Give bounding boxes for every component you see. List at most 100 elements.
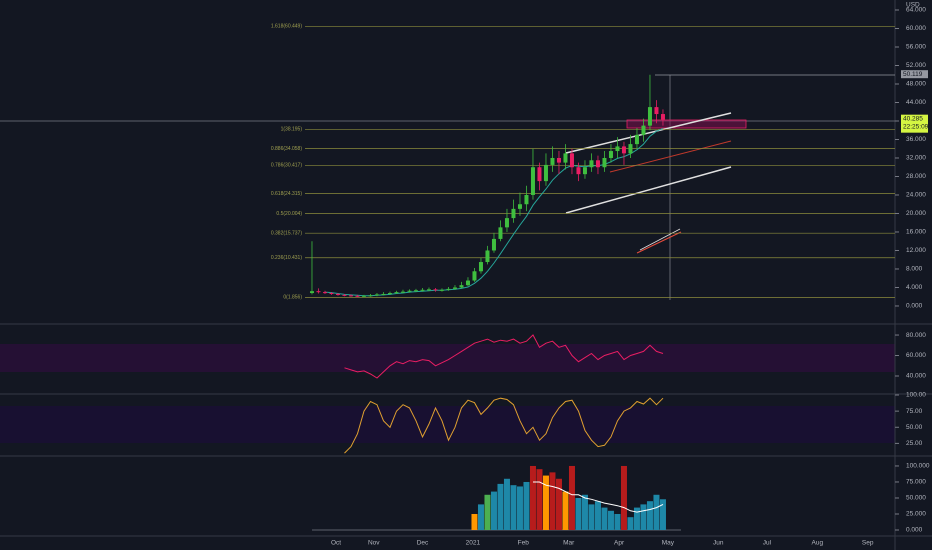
y-tick-label: 36.000 (906, 136, 926, 143)
histogram-bar (620, 465, 627, 531)
x-tick-label: May (662, 540, 675, 547)
y-tick-label: 100.000 (906, 463, 930, 470)
x-tick-label: Mar (563, 540, 575, 547)
candle-body (361, 295, 366, 297)
candle-body (537, 167, 542, 182)
candle-body (660, 114, 665, 120)
rsi-band (0, 344, 895, 372)
fib-label: 0.236(10.431) (271, 255, 302, 261)
candle-body (433, 289, 438, 291)
candle-body (426, 289, 431, 291)
candle-body (420, 289, 425, 291)
candle-body (348, 295, 353, 297)
histogram-bar (523, 481, 530, 531)
y-tick-label: 75.000 (906, 479, 926, 486)
indicator-line (344, 397, 664, 454)
x-tick-label: Aug (812, 540, 824, 547)
candle-body (641, 125, 646, 135)
currency-label: USD (906, 2, 920, 9)
histogram-bar (594, 501, 601, 531)
y-tick-label: 80.000 (906, 332, 926, 339)
y-tick-label: 40.000 (906, 373, 926, 380)
candle-body (569, 153, 574, 168)
histogram-bar (510, 485, 517, 531)
fib-label: 0.786(30.417) (271, 163, 302, 169)
candle-body (368, 295, 373, 297)
candle-body (322, 292, 327, 294)
histogram-bar (627, 517, 634, 531)
last-price-label: 40.285 (903, 115, 923, 122)
y-tick-label: 48.000 (906, 81, 926, 88)
candle-body (556, 157, 561, 163)
fib-label: 0(1.856) (283, 295, 302, 301)
histogram-bar (659, 499, 666, 531)
histogram-bar (516, 486, 523, 531)
candle-body (394, 292, 399, 294)
histogram-bar (607, 510, 614, 531)
candle-body (524, 194, 529, 205)
x-tick-label: Apr (614, 540, 625, 547)
candle-body (478, 262, 483, 272)
trend-channel (565, 112, 732, 214)
candle-body (582, 167, 587, 175)
histogram-bar (614, 513, 621, 531)
fib-label: 0.5(20.004) (276, 211, 302, 217)
y-tick-label: 60.000 (906, 352, 926, 359)
last-price-box (901, 114, 928, 133)
candle-body (504, 218, 509, 228)
candle-body (628, 144, 633, 154)
candle-body (407, 290, 412, 292)
candle-body (342, 294, 347, 296)
y-tick-label: 28.000 (906, 173, 926, 180)
candle-body (413, 290, 418, 292)
fib-label: 1(38.195) (281, 127, 303, 133)
candle-body (452, 287, 457, 289)
candle-body (472, 271, 477, 281)
candle-body (491, 238, 496, 251)
y-tick-label: 44.000 (906, 99, 926, 106)
x-tick-label: Jul (763, 540, 772, 547)
y-tick-label: 0.000 (906, 527, 923, 534)
y-tick-label: 56.000 (906, 44, 926, 51)
candle-body (387, 293, 392, 295)
y-tick-label: 64.000 (906, 7, 926, 14)
y-tick-label: 50.00 (906, 424, 923, 431)
x-tick-label: 2021 (466, 540, 481, 547)
fib-label: 0.382(15.737) (271, 231, 302, 237)
histogram-bar (633, 507, 640, 531)
y-tick-label: 4.000 (906, 284, 923, 291)
arrow-line (636, 231, 682, 254)
high-marker-box (901, 70, 928, 79)
candle-body (543, 164, 548, 182)
histogram-bar (477, 504, 484, 531)
candle-body (615, 146, 620, 152)
histogram-bar (562, 491, 569, 531)
candle-body (634, 134, 639, 145)
candle-body (459, 285, 464, 288)
histogram-bar (536, 469, 543, 531)
histogram-bar (497, 483, 504, 531)
candle-body (485, 250, 490, 263)
candle-body (329, 293, 334, 295)
candle-body (446, 288, 451, 290)
y-tick-label: 12.000 (906, 247, 926, 254)
histogram-bar (640, 504, 647, 531)
fib-label: 0.886(34.058) (271, 146, 302, 152)
y-tick-label: 16.000 (906, 229, 926, 236)
arrow-line (639, 228, 681, 251)
candle-body (381, 293, 386, 295)
y-tick-label: 25.000 (906, 511, 926, 518)
y-tick-label: 50.000 (906, 495, 926, 502)
candle-body (439, 289, 444, 291)
histogram-bar (646, 501, 653, 531)
histogram-bar (542, 475, 549, 531)
y-tick-label: 100.00 (906, 392, 926, 399)
y-tick-label: 24.000 (906, 192, 926, 199)
x-tick-label: Oct (331, 540, 341, 547)
x-tick-label: Jun (713, 540, 724, 547)
candle-body (621, 146, 626, 154)
candle-body (335, 293, 340, 295)
y-tick-label: 52.000 (906, 62, 926, 69)
candle-body (374, 294, 379, 296)
